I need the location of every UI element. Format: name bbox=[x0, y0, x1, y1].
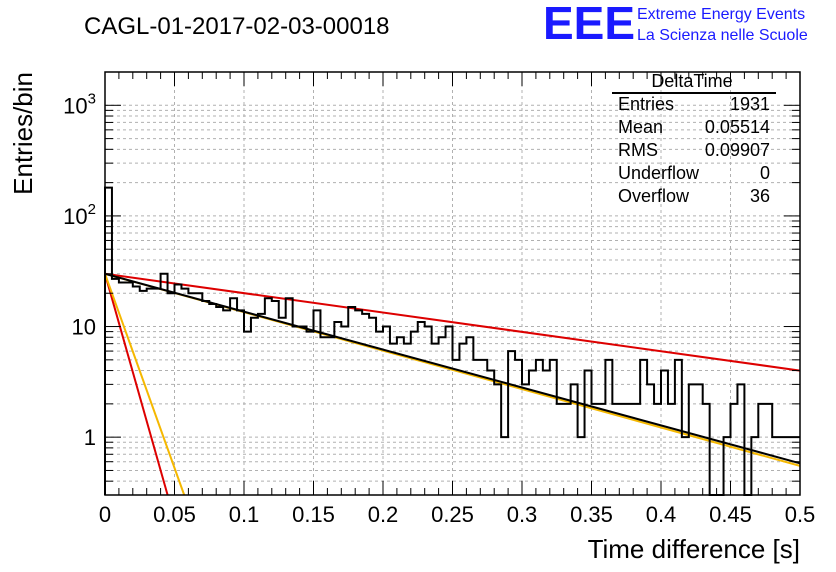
eee-logo-mark: EEE bbox=[543, 0, 635, 49]
chart-title: CAGL-01-2017-02-03-00018 bbox=[84, 13, 390, 40]
eee-logo: EEE Extreme Energy Events La Scienza nel… bbox=[543, 0, 808, 49]
stats-box: DeltaTime Entries 1931 Mean 0.05514 RMS 0.099… bbox=[612, 71, 776, 206]
fit-line bbox=[104, 273, 169, 496]
stats-row-label: Mean bbox=[618, 117, 663, 137]
x-tick-label: 0.2 bbox=[368, 502, 399, 527]
y-tick-label: 102 bbox=[63, 201, 96, 229]
stats-row-label: Underflow bbox=[618, 163, 700, 183]
x-tick-label: 0.15 bbox=[292, 502, 335, 527]
y-tick-label: 1 bbox=[84, 425, 96, 450]
stats-row-value: 1931 bbox=[730, 94, 770, 114]
x-tick-label: 0.35 bbox=[570, 502, 613, 527]
logo-line-2: La Scienza nelle Scuole bbox=[637, 27, 808, 44]
axis-ticks bbox=[104, 71, 801, 496]
stats-title: DeltaTime bbox=[651, 71, 732, 91]
fit-line bbox=[104, 272, 801, 465]
fit-line bbox=[104, 272, 801, 372]
x-tick-label: 0 bbox=[99, 502, 111, 527]
stats-row-value: 36 bbox=[750, 186, 770, 206]
stats-row-value: 0.09907 bbox=[705, 140, 770, 160]
y-tick-label: 10 bbox=[72, 315, 96, 340]
x-tick-label: 0.5 bbox=[785, 502, 816, 527]
stats-row-value: 0 bbox=[760, 163, 770, 183]
stats-row-label: Entries bbox=[618, 94, 674, 114]
y-axis-label: Entries/bin bbox=[8, 72, 38, 195]
fit-curves bbox=[104, 272, 801, 496]
x-tick-label: 0.3 bbox=[507, 502, 538, 527]
x-tick-label: 0.4 bbox=[646, 502, 677, 527]
x-axis-label: Time difference [s] bbox=[588, 534, 800, 564]
logo-line-1: Extreme Energy Events bbox=[637, 6, 805, 23]
fit-line bbox=[104, 273, 186, 496]
stats-row-label: Overflow bbox=[618, 186, 690, 206]
stats-row-label: RMS bbox=[618, 140, 658, 160]
x-tick-label: 0.1 bbox=[229, 502, 260, 527]
x-tick-label: 0.25 bbox=[431, 502, 474, 527]
histogram-steps bbox=[104, 186, 800, 496]
y-tick-label: 103 bbox=[63, 90, 96, 118]
stats-row-value: 0.05514 bbox=[705, 117, 770, 137]
x-tick-label: 0.05 bbox=[153, 502, 196, 527]
x-tick-label: 0.45 bbox=[709, 502, 752, 527]
tick-labels: 0 0.05 0.1 0.15 0.2 0.25 0.3 0.35 0.4 0.45 0.5 1 10 1… bbox=[63, 90, 815, 527]
grid bbox=[104, 71, 801, 496]
